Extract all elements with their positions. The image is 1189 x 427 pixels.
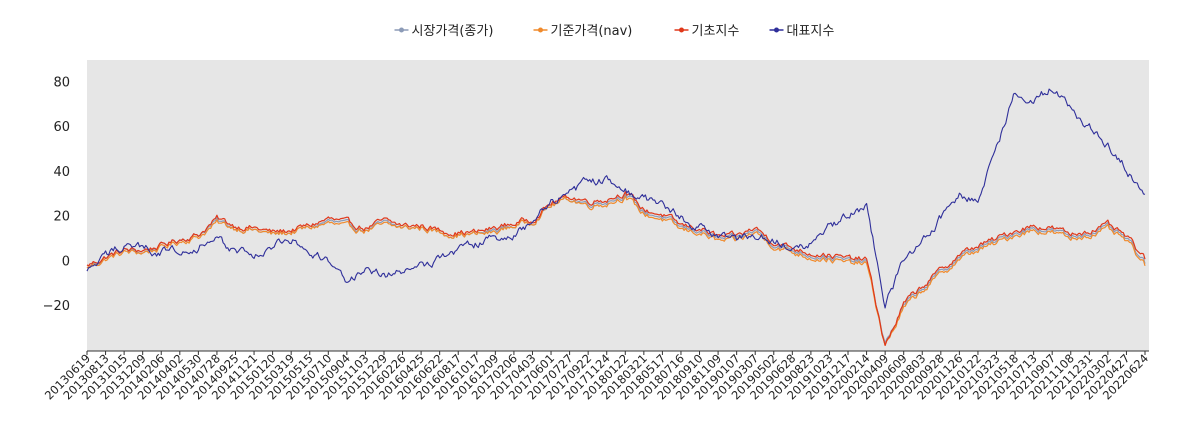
series-line bbox=[86, 191, 1146, 346]
legend-label: 기준가격(nav) bbox=[551, 24, 633, 39]
legend-marker bbox=[538, 27, 543, 33]
legend-label: 기초지수 bbox=[692, 24, 740, 39]
y-tick-label: −20 bbox=[43, 299, 70, 314]
series-line bbox=[86, 88, 1146, 309]
y-tick-label: 0 bbox=[62, 254, 70, 269]
y-tick-label: 80 bbox=[53, 75, 70, 90]
legend-marker bbox=[679, 27, 684, 33]
x-axis: 2013061920130813201310152013120920140206… bbox=[42, 350, 1151, 403]
y-axis: −20 0 20 40 60 80 bbox=[43, 75, 70, 314]
series-line bbox=[86, 195, 1146, 346]
plot-background bbox=[87, 60, 1149, 351]
series-group bbox=[86, 88, 1146, 346]
y-tick-label: 20 bbox=[53, 210, 70, 225]
legend-marker bbox=[399, 27, 404, 33]
legend-label: 대표지수 bbox=[787, 24, 835, 39]
legend-label: 시장가격(종가) bbox=[412, 24, 494, 39]
y-tick-label: 60 bbox=[53, 120, 70, 135]
y-tick-label: 40 bbox=[53, 165, 70, 180]
legend: 시장가격(종가) 기준가격(nav) 기초지수 대표지수 bbox=[394, 24, 835, 39]
legend-marker bbox=[774, 27, 779, 33]
